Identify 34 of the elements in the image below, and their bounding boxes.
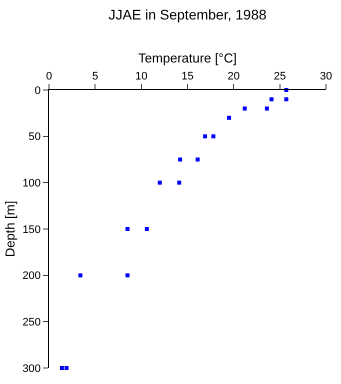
x-tick-label: 30	[320, 70, 332, 83]
point	[196, 158, 200, 162]
point	[144, 227, 149, 231]
x-tick-label: 5	[92, 70, 98, 83]
point	[60, 366, 64, 370]
y-tick-label: 0	[34, 84, 41, 97]
x-tick-label: 20	[228, 70, 240, 83]
point	[242, 106, 247, 111]
x-axis-title: Temperature [°C]	[138, 50, 237, 66]
point	[158, 180, 162, 185]
point	[125, 227, 130, 231]
point	[211, 134, 216, 138]
y-axis-title: Depth [m]	[2, 200, 18, 258]
y-tick-label: 50	[28, 131, 41, 144]
point	[264, 106, 269, 111]
point	[270, 97, 274, 102]
y-tick-label: 300	[22, 362, 41, 375]
point	[203, 134, 208, 138]
x-tick-label: 25	[274, 70, 286, 83]
point	[125, 273, 130, 278]
point	[227, 116, 232, 120]
y-tick-label: 100	[22, 178, 41, 190]
y-tick-label: 150	[22, 224, 41, 236]
y-tick-label: 200	[22, 270, 41, 282]
point	[177, 180, 182, 185]
point	[64, 366, 69, 370]
point	[284, 97, 288, 102]
x-tick-label: 0	[46, 70, 52, 83]
y-tick-label: 250	[22, 316, 41, 329]
point	[178, 158, 182, 162]
chart-title: JJAE in September, 1988	[108, 6, 267, 22]
point	[78, 273, 82, 278]
x-tick-label: 15	[181, 70, 194, 83]
x-tick-label: 10	[135, 70, 148, 83]
